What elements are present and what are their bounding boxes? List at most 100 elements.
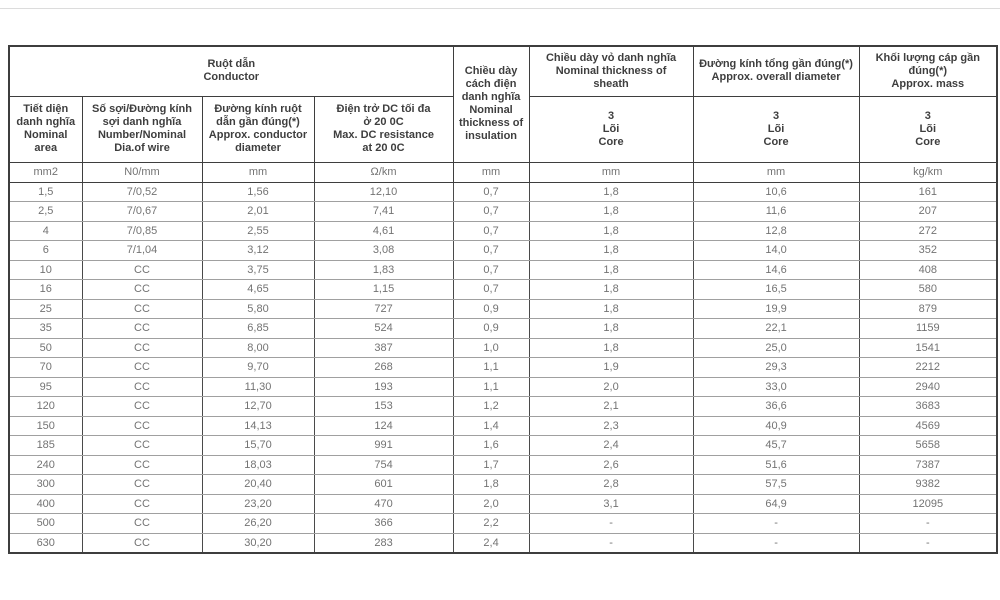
data-cell: 2,0 (528, 376, 694, 397)
unit-cell: N0/mm (81, 161, 203, 183)
data-cell: 12,10 (313, 181, 454, 202)
unit-cell: mm (452, 161, 530, 183)
data-cell: 4569 (858, 415, 998, 436)
header-overall-diameter: Đường kính tổng gần đúng(*) Approx. over… (692, 45, 860, 97)
unit-cell: mm2 (8, 161, 83, 183)
data-cell: 18,03 (201, 454, 315, 475)
data-cell: 23,20 (201, 493, 315, 514)
data-cell: CC (81, 376, 203, 397)
data-cell: 36,6 (692, 396, 860, 417)
data-cell: 1,8 (528, 181, 694, 202)
data-cell: 25,0 (692, 337, 860, 358)
unit-cell: mm (201, 161, 315, 183)
data-cell: CC (81, 493, 203, 514)
data-cell: 185 (8, 435, 83, 456)
data-cell: 400 (8, 493, 83, 514)
data-cell: 470 (313, 493, 454, 514)
data-cell: 29,3 (692, 357, 860, 378)
data-cell: 1,8 (452, 474, 530, 495)
data-cell: 240 (8, 454, 83, 475)
data-cell: 1,0 (452, 337, 530, 358)
data-cell: 2,6 (528, 454, 694, 475)
data-cell: 7/0,85 (81, 220, 203, 241)
data-cell: 1,56 (201, 181, 315, 202)
data-cell: - (528, 532, 694, 554)
data-cell: 207 (858, 201, 998, 222)
subheader-core-diameter: 3 Lõi Core (692, 95, 860, 163)
data-cell: 1,8 (528, 220, 694, 241)
data-cell: 161 (858, 181, 998, 202)
data-cell: 2,5 (8, 201, 83, 222)
data-cell: CC (81, 318, 203, 339)
data-cell: 4,65 (201, 279, 315, 300)
data-cell: 14,0 (692, 240, 860, 261)
data-cell: 727 (313, 298, 454, 319)
table-row: 500 CC 26,20 366 2,2- - - (8, 513, 998, 534)
data-cell: 150 (8, 415, 83, 436)
data-cell: 95 (8, 376, 83, 397)
data-cell: 10,6 (692, 181, 860, 202)
cable-spec-table: Ruột dẫn Conductor Chiều dày cách điện d… (8, 45, 999, 554)
data-cell: 630 (8, 532, 83, 554)
data-cell: 11,30 (201, 376, 315, 397)
header-conductor: Ruột dẫn Conductor (8, 45, 454, 97)
subheader-conductor-diameter: Đường kính ruột dẫn gần đúng(*) Approx. … (201, 95, 315, 163)
data-cell: 1,2 (452, 396, 530, 417)
data-cell: 3,75 (201, 259, 315, 280)
data-cell: - (692, 532, 860, 554)
unit-cell: kg/km (858, 161, 998, 183)
data-cell: 4,61 (313, 220, 454, 241)
data-cell: 0,7 (452, 259, 530, 280)
table-row: 400 CC 23,20 470 2,0 3,1 64,9 12095 (8, 493, 998, 514)
data-cell: 1,8 (528, 201, 694, 222)
unit-cell: mm (528, 161, 694, 183)
table-row: 4 7/0,85 2,55 4,61 0,7 1,8 12,8 272 (8, 220, 998, 241)
data-cell: 1,6 (452, 435, 530, 456)
units-row: mm2 N0/mm mm Ω/km mm mm mm kg/km (8, 161, 998, 183)
data-cell: 5658 (858, 435, 998, 456)
data-cell: 366 (313, 513, 454, 534)
data-cell: 2,4 (528, 435, 694, 456)
header-insulation-thickness: Chiều dày cách điện danh nghĩa Nominal t… (452, 45, 530, 163)
subheader-core-mass: 3 Lõi Core (858, 95, 998, 163)
data-cell: 1,5 (8, 181, 83, 202)
data-cell: 124 (313, 415, 454, 436)
data-cell: - (692, 513, 860, 534)
unit-cell: mm (692, 161, 860, 183)
data-cell: 1,9 (528, 357, 694, 378)
header-row-sub: Tiết diện danh nghĩa Nominal area Số sợi… (8, 95, 998, 163)
data-cell: 7387 (858, 454, 998, 475)
data-cell: 2,1 (528, 396, 694, 417)
data-cell: CC (81, 454, 203, 475)
table-row: 2,5 7/0,67 2,01 7,41 0,7 1,8 11,6 207 (8, 201, 998, 222)
data-cell: 3,08 (313, 240, 454, 261)
table-row: 70 CC 9,70 268 1,1 1,9 29,3 2212 (8, 357, 998, 378)
data-cell: 601 (313, 474, 454, 495)
data-cell: 0,7 (452, 201, 530, 222)
table-row: 185 CC 15,70 991 1,6 2,4 45,7 5658 (8, 435, 998, 456)
table-row: 16 CC 4,65 1,15 0,7 1,8 16,5 580 (8, 279, 998, 300)
data-cell: CC (81, 435, 203, 456)
data-cell: 0,7 (452, 181, 530, 202)
data-cell: 7/0,52 (81, 181, 203, 202)
data-cell: CC (81, 415, 203, 436)
data-cell: 64,9 (692, 493, 860, 514)
data-cell: CC (81, 279, 203, 300)
table-row: 120 CC 12,70 153 1,2 2,1 36,6 3683 (8, 396, 998, 417)
data-cell: 12,8 (692, 220, 860, 241)
data-cell: 754 (313, 454, 454, 475)
header-sheath-thickness: Chiều dày vỏ danh nghĩa Nominal thicknes… (528, 45, 694, 97)
data-cell: 352 (858, 240, 998, 261)
data-cell: 120 (8, 396, 83, 417)
data-cell: 26,20 (201, 513, 315, 534)
data-cell: 7,41 (313, 201, 454, 222)
data-cell: 15,70 (201, 435, 315, 456)
data-cell: 3,1 (528, 493, 694, 514)
data-cell: 524 (313, 318, 454, 339)
data-cell: 1,1 (452, 376, 530, 397)
data-cell: 8,00 (201, 337, 315, 358)
data-cell: 22,1 (692, 318, 860, 339)
data-cell: 1159 (858, 318, 998, 339)
data-cell: 40,9 (692, 415, 860, 436)
